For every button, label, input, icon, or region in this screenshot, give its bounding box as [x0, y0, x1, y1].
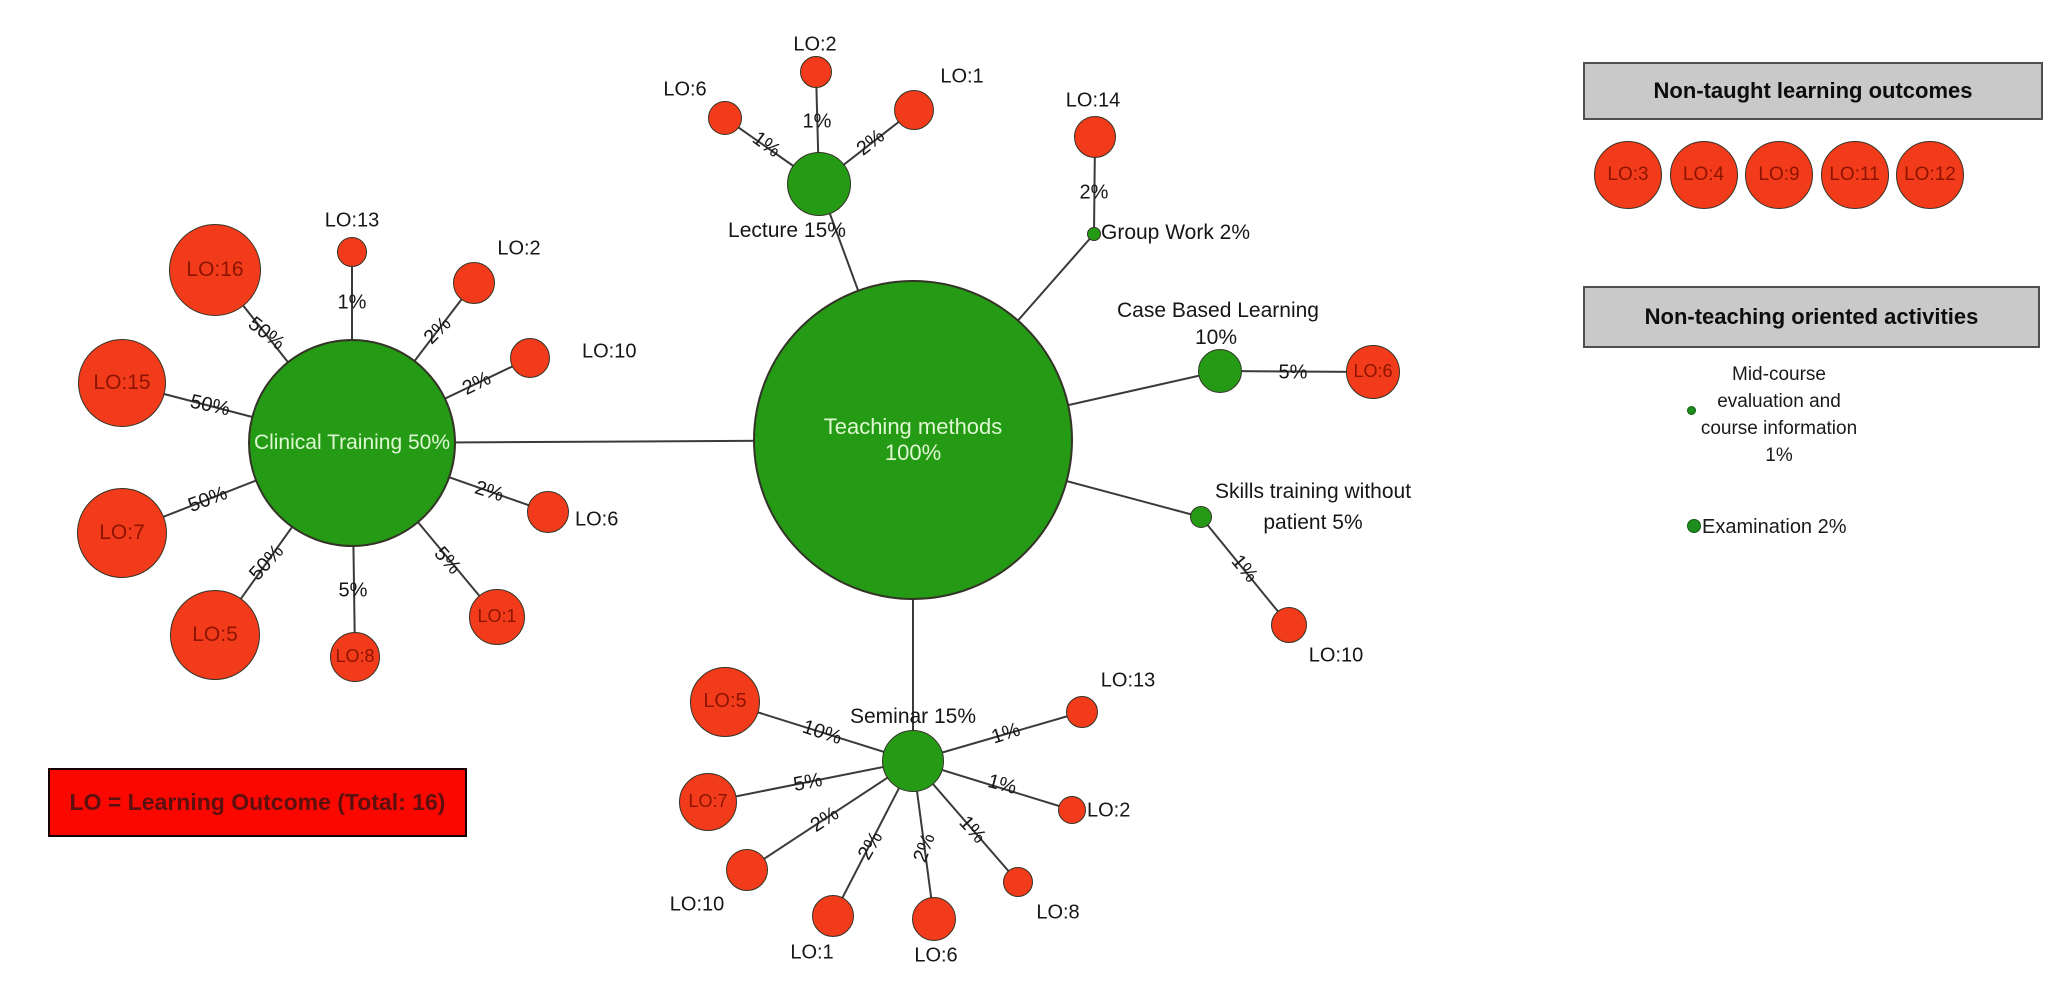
lo-legend-box: LO = Learning Outcome (Total: 16) [48, 768, 467, 837]
graph-node-cl_lo6 [527, 491, 569, 533]
graph-node-se_lo6 [912, 897, 956, 941]
graph-node-clinical: Clinical Training 50% [248, 339, 456, 547]
examination-legend-text: Examination 2% [1702, 515, 1847, 539]
graph-label: LO:2 [1087, 799, 1131, 822]
graph-label: Case Based Learning [1117, 299, 1319, 322]
graph-label: 5% [338, 579, 368, 602]
graph-node-se_lo7: LO:7 [679, 773, 737, 831]
graph-node-tm: Teaching methods 100% [753, 280, 1073, 600]
graph-node-cl_lo2 [453, 262, 495, 304]
graph-label: LO:10 [582, 340, 637, 363]
graph-node-se_lo13 [1066, 696, 1098, 728]
graph-label: 1% [337, 291, 367, 314]
nontaught-header-label: Non-taught learning outcomes [1653, 78, 1973, 103]
graph-node-lec_lo2 [800, 56, 832, 88]
graph-label: Group Work 2% [1101, 221, 1250, 244]
nontaught-header: Non-taught learning outcomes [1583, 62, 2043, 120]
graph-node-cl_lo1: LO:1 [469, 589, 525, 645]
graph-node-se_lo10 [726, 849, 768, 891]
graph-node-sk_lo10 [1271, 607, 1307, 643]
graph-label: LO:2 [497, 237, 541, 260]
graph-label: 10% [1194, 326, 1238, 349]
edge-seminar-se_lo10 [746, 760, 914, 871]
midcourse-line: course information [1700, 418, 1858, 439]
graph-label: Seminar 15% [849, 705, 977, 728]
midcourse-line: evaluation and [1717, 391, 1841, 412]
examination-dot-icon [1687, 519, 1701, 533]
graph-label: 5% [1278, 361, 1308, 384]
graph-label: LO:8 [1036, 901, 1080, 924]
graph-label: 1% [802, 110, 832, 133]
graph-node-nontaught-lo9: LO:9 [1745, 141, 1813, 209]
graph-label: 2% [1079, 181, 1109, 204]
graph-label: LO:6 [663, 78, 707, 101]
graph-label: LO:10 [669, 893, 725, 916]
graph-label: Lecture 15% [728, 219, 846, 242]
graph-node-se_lo5: LO:5 [690, 667, 760, 737]
graph-label: LO:13 [324, 209, 380, 232]
graph-node-nontaught-lo11: LO:11 [1820, 141, 1889, 209]
graph-label: LO:1 [790, 941, 834, 964]
graph-label: LO:6 [575, 508, 619, 531]
graph-node-cl_lo13 [337, 237, 367, 267]
graph-label: LO:13 [1100, 669, 1156, 692]
graph-node-seminar [882, 730, 944, 792]
graph-node-cl_lo7: LO:7 [77, 488, 167, 578]
graph-node-cl_lo16: LO:16 [169, 224, 261, 316]
graph-node-nontaught-lo12: LO:12 [1896, 141, 1964, 209]
midcourse-legend-text: Mid-course evaluation and course informa… [1659, 361, 1899, 469]
graph-node-lec_lo1 [894, 90, 934, 130]
nonteaching-header-label: Non-teaching oriented activities [1644, 304, 1979, 329]
nonteaching-header: Non-teaching oriented activities [1583, 286, 2040, 348]
graph-node-skills [1190, 506, 1212, 528]
graph-node-nontaught-lo4: LO:4 [1669, 141, 1738, 209]
graph-node-se_lo1 [812, 895, 854, 937]
graph-label: LO:2 [793, 33, 837, 56]
graph-label: LO:1 [940, 65, 984, 88]
graph-node-lo14 [1074, 116, 1116, 158]
graph-label: LO:10 [1308, 644, 1364, 667]
graph-label: Skills training without [1214, 480, 1412, 503]
graph-label: LO:6 [914, 944, 958, 967]
edge-seminar-se_lo7 [707, 760, 914, 803]
midcourse-line: 1% [1765, 445, 1793, 466]
graph-node-cl_lo10 [510, 338, 550, 378]
graph-node-cl_lo15: LO:15 [78, 339, 166, 427]
edge-skills-sk_lo10 [1200, 516, 1290, 626]
lo-legend-text: LO = Learning Outcome (Total: 16) [69, 789, 446, 815]
graph-node-lec_lo6 [708, 101, 742, 135]
graph-node-lecture [787, 152, 851, 216]
graph-node-se_lo8 [1003, 867, 1033, 897]
graph-label: LO:14 [1065, 89, 1121, 112]
graph-node-cb_lo6: LO:6 [1346, 345, 1400, 399]
graph-node-nontaught-lo3: LO:3 [1594, 141, 1662, 209]
graph-node-se_lo2 [1058, 796, 1086, 824]
midcourse-line: Mid-course [1732, 364, 1826, 385]
graph-label: patient 5% [1263, 511, 1363, 534]
graph-node-groupwork [1087, 227, 1101, 241]
graph-node-cl_lo5: LO:5 [170, 590, 260, 680]
graph-node-cl_lo8: LO:8 [330, 632, 380, 682]
examination-label: Examination 2% [1702, 516, 1847, 538]
midcourse-dot-icon [1687, 406, 1696, 415]
graph-node-casebased [1198, 349, 1242, 393]
